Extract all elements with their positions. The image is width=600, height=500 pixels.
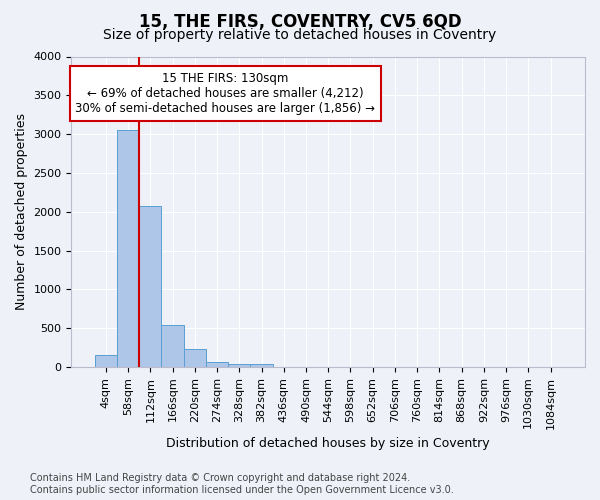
Bar [206, 362, 228, 367]
Bar [117, 130, 139, 367]
Bar [161, 325, 184, 367]
Bar [184, 349, 206, 367]
Bar [228, 364, 250, 367]
Y-axis label: Number of detached properties: Number of detached properties [15, 113, 28, 310]
Text: 15, THE FIRS, COVENTRY, CV5 6QD: 15, THE FIRS, COVENTRY, CV5 6QD [139, 12, 461, 30]
Bar [139, 206, 161, 367]
Text: 15 THE FIRS: 130sqm
← 69% of detached houses are smaller (4,212)
30% of semi-det: 15 THE FIRS: 130sqm ← 69% of detached ho… [76, 72, 376, 115]
X-axis label: Distribution of detached houses by size in Coventry: Distribution of detached houses by size … [166, 437, 490, 450]
Text: Contains HM Land Registry data © Crown copyright and database right 2024.
Contai: Contains HM Land Registry data © Crown c… [30, 474, 454, 495]
Bar [95, 356, 117, 367]
Bar [250, 364, 272, 367]
Text: Size of property relative to detached houses in Coventry: Size of property relative to detached ho… [103, 28, 497, 42]
